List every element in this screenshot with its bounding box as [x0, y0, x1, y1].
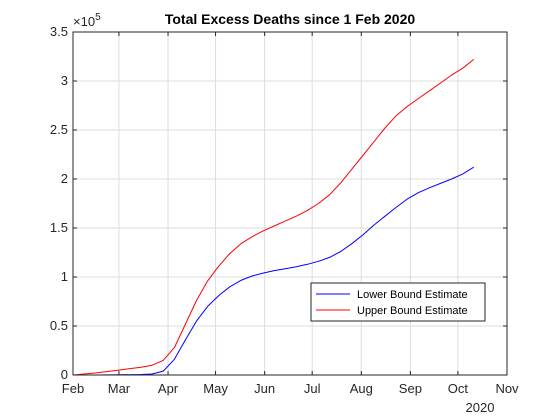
- axes-box: [72, 31, 508, 376]
- legend-box: [310, 282, 486, 322]
- legend-label-upper-bound: Upper Bound Estimate: [357, 305, 468, 317]
- y-tick-label: 1: [61, 269, 68, 284]
- y-ticks: 0 0.5 1 1.5 2 2.5 3 3.5: [50, 24, 507, 382]
- y-tick-label: 0: [61, 367, 68, 382]
- x-tick-label: Jul: [304, 381, 321, 396]
- y-tick-label: 2: [61, 171, 68, 186]
- x-tick-label: Sep: [399, 381, 422, 396]
- x-tick-label: Feb: [62, 381, 84, 396]
- x-ticks: Feb Mar Apr May Jun Jul Aug Sep Oct Nov: [62, 32, 519, 396]
- y-tick-label: 3: [61, 73, 68, 88]
- legend: Lower Bound Estimate Upper Bound Estimat…: [310, 282, 486, 322]
- y-exponent-label: ×105: [73, 12, 101, 29]
- axes-background: [73, 32, 507, 375]
- x-tick-label: Nov: [495, 381, 519, 396]
- y-exponent-base: ×10: [73, 14, 95, 29]
- y-tick-label: 1.5: [50, 220, 68, 235]
- x-tick-label: Jun: [254, 381, 275, 396]
- chart-title: Total Excess Deaths since 1 Feb 2020: [165, 11, 416, 27]
- x-tick-label: May: [203, 381, 228, 396]
- legend-label-lower-bound: Lower Bound Estimate: [357, 289, 468, 301]
- y-tick-label: 0.5: [50, 318, 68, 333]
- y-tick-label: 3.5: [50, 24, 68, 39]
- y-tick-label: 2.5: [50, 122, 68, 137]
- plot-area: Feb Mar Apr May Jun Jul Aug Sep Oct Nov 0 0.5 1 1.5 2…: [50, 24, 519, 396]
- x-tick-label: Aug: [350, 381, 373, 396]
- series-line-lower-bound: [73, 166, 474, 376]
- x-tick-label: Oct: [448, 381, 469, 396]
- series-line-upper-bound: [72, 59, 475, 376]
- x-year-label: 2020: [466, 400, 495, 415]
- y-exponent-power: 5: [95, 12, 101, 23]
- x-tick-label: Mar: [108, 381, 131, 396]
- x-tick-label: Apr: [158, 381, 179, 396]
- series-layer: [72, 59, 475, 376]
